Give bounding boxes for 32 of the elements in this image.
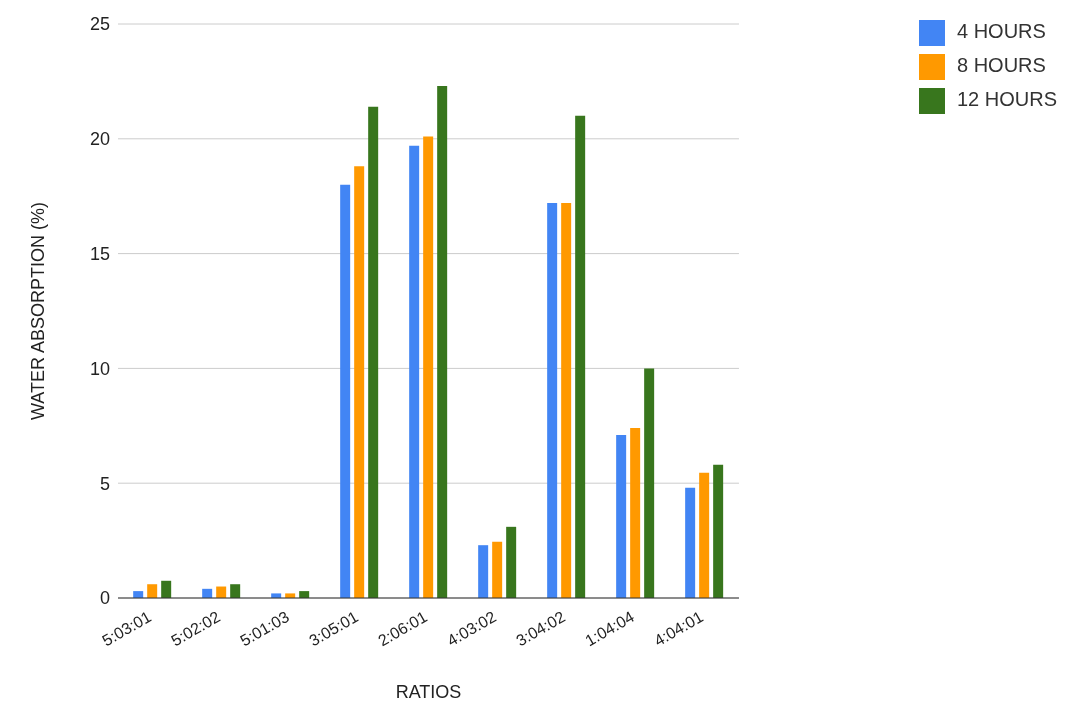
- bar: [147, 584, 158, 598]
- bar: [230, 584, 241, 598]
- bar: [685, 487, 696, 598]
- bar: [437, 85, 448, 598]
- bar: [713, 464, 724, 598]
- bar: [506, 526, 517, 598]
- y-tick-label: 5: [99, 473, 110, 494]
- x-axis-title: RATIOS: [395, 682, 462, 702]
- bar: [368, 106, 379, 598]
- bar: [340, 184, 351, 598]
- y-tick-label: 0: [99, 588, 110, 609]
- legend-label: 8 HOURS: [956, 54, 1046, 76]
- bar: [409, 145, 420, 598]
- bar: [478, 545, 489, 598]
- legend-label: 4 HOURS: [956, 20, 1046, 42]
- y-tick-label: 25: [89, 14, 110, 35]
- bar: [547, 203, 558, 598]
- bar: [492, 541, 503, 598]
- bar: [161, 580, 172, 598]
- bar: [644, 368, 655, 598]
- y-tick-label: 15: [89, 243, 110, 264]
- bar: [630, 428, 641, 598]
- bar: [699, 472, 710, 598]
- bar: [423, 136, 434, 598]
- y-tick-label: 20: [89, 129, 110, 150]
- y-axis-title: WATER ABSORPTION (%): [28, 201, 49, 421]
- bar: [575, 115, 586, 598]
- legend-label: 12 HOURS: [956, 88, 1057, 110]
- bar: [561, 203, 572, 598]
- bar: [616, 434, 627, 598]
- y-tick-label: 10: [89, 358, 110, 379]
- bar: [354, 166, 365, 598]
